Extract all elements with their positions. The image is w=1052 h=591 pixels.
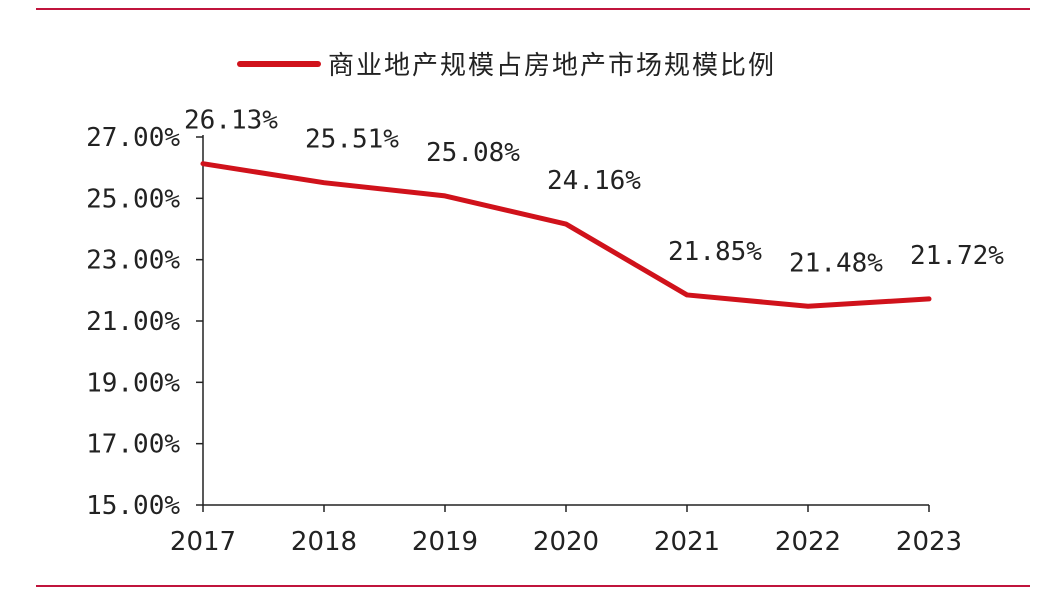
- data-label: 21.72%: [910, 241, 1004, 271]
- series-group: [200, 161, 932, 309]
- data-labels: 26.13% 25.51% 25.08% 24.16% 21.85% 21.48% 21.7…: [184, 106, 1004, 279]
- legend-label: 商业地产规模占房地产市场规模比例: [328, 51, 776, 81]
- data-label: 21.48%: [789, 248, 883, 278]
- top-rule: [36, 8, 1030, 10]
- x-tick-label: 2020: [533, 527, 599, 557]
- y-tick-label: 15.00%: [86, 491, 180, 521]
- y-tick-label: 23.00%: [86, 246, 180, 276]
- y-tick-label: 25.00%: [86, 184, 180, 214]
- x-tick-label: 2017: [170, 527, 236, 557]
- y-tick-label: 19.00%: [86, 368, 180, 398]
- x-tick-label: 2018: [291, 527, 357, 557]
- y-axis-ticks: 15.00% 17.00% 19.00% 21.00% 23.00% 25.00% 27.0…: [86, 123, 203, 521]
- data-label: 26.13%: [184, 106, 278, 136]
- y-tick-label: 17.00%: [86, 430, 180, 460]
- data-label: 21.85%: [668, 237, 762, 267]
- legend: 商业地产规模占房地产市场规模比例: [237, 51, 776, 81]
- x-tick-label: 2023: [896, 527, 962, 557]
- y-tick-label: 27.00%: [86, 123, 180, 153]
- data-label: 24.16%: [547, 166, 641, 196]
- x-axis-ticks: 2017 2018 2019 2020 2021 2022 2023: [170, 505, 962, 557]
- y-tick-label: 21.00%: [86, 307, 180, 337]
- x-tick-label: 2022: [775, 527, 841, 557]
- data-label: 25.08%: [426, 138, 520, 168]
- x-tick-label: 2019: [412, 527, 478, 557]
- data-label: 25.51%: [305, 125, 399, 155]
- x-tick-label: 2021: [654, 527, 720, 557]
- bottom-rule: [36, 585, 1030, 587]
